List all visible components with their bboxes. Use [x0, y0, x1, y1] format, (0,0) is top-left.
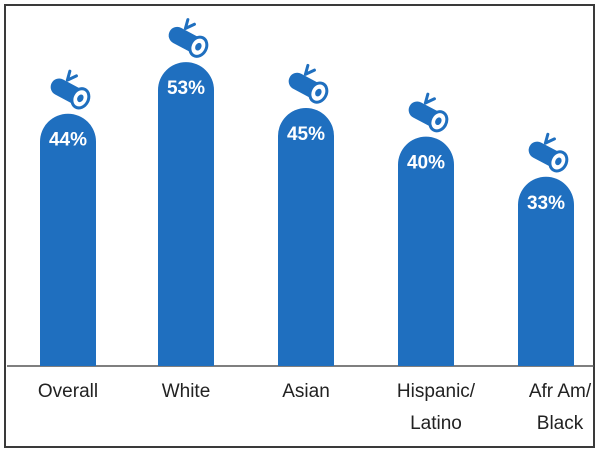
x-tick-label: Hispanic/Latino [397, 381, 476, 434]
x-tick-label: Afr Am/Black [529, 381, 592, 434]
bar-value-label: 44% [49, 130, 87, 151]
diploma-scroll-icon [165, 18, 209, 58]
bar-value-label: 33% [527, 193, 565, 214]
diploma-scroll-icon [47, 69, 91, 110]
bar-afr-am-black [518, 176, 574, 366]
bar-overall [40, 113, 96, 366]
bar-value-label: 45% [287, 124, 325, 145]
bar-hispanic-latino [398, 136, 454, 366]
bar-value-label: 53% [167, 78, 205, 99]
diploma-scroll-icon [285, 63, 329, 104]
diploma-scroll-icon [525, 132, 569, 173]
bar-asian [278, 108, 334, 366]
diploma-scroll-icon [405, 92, 449, 133]
bar-white [158, 62, 214, 367]
x-tick-label: Asian [282, 381, 330, 402]
bars-group: 44% Overall 53% White 45% Asian 40% Hispanic/La… [38, 18, 592, 434]
x-tick-label: White [162, 381, 211, 402]
bar-value-label: 40% [407, 153, 445, 174]
x-tick-label: Overall [38, 381, 98, 402]
